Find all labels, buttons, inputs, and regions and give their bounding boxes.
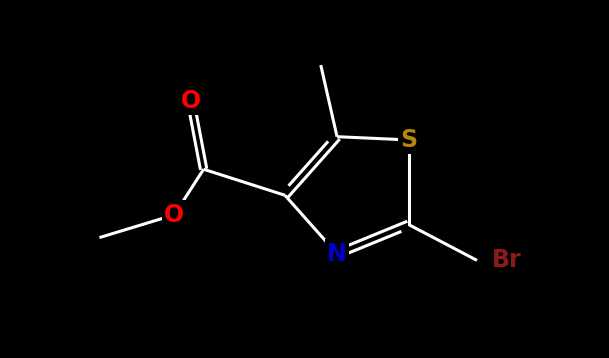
Text: S: S [400,128,417,152]
Text: Br: Br [491,248,521,272]
Text: N: N [327,242,347,266]
Text: O: O [180,89,200,113]
Text: O: O [164,203,185,227]
